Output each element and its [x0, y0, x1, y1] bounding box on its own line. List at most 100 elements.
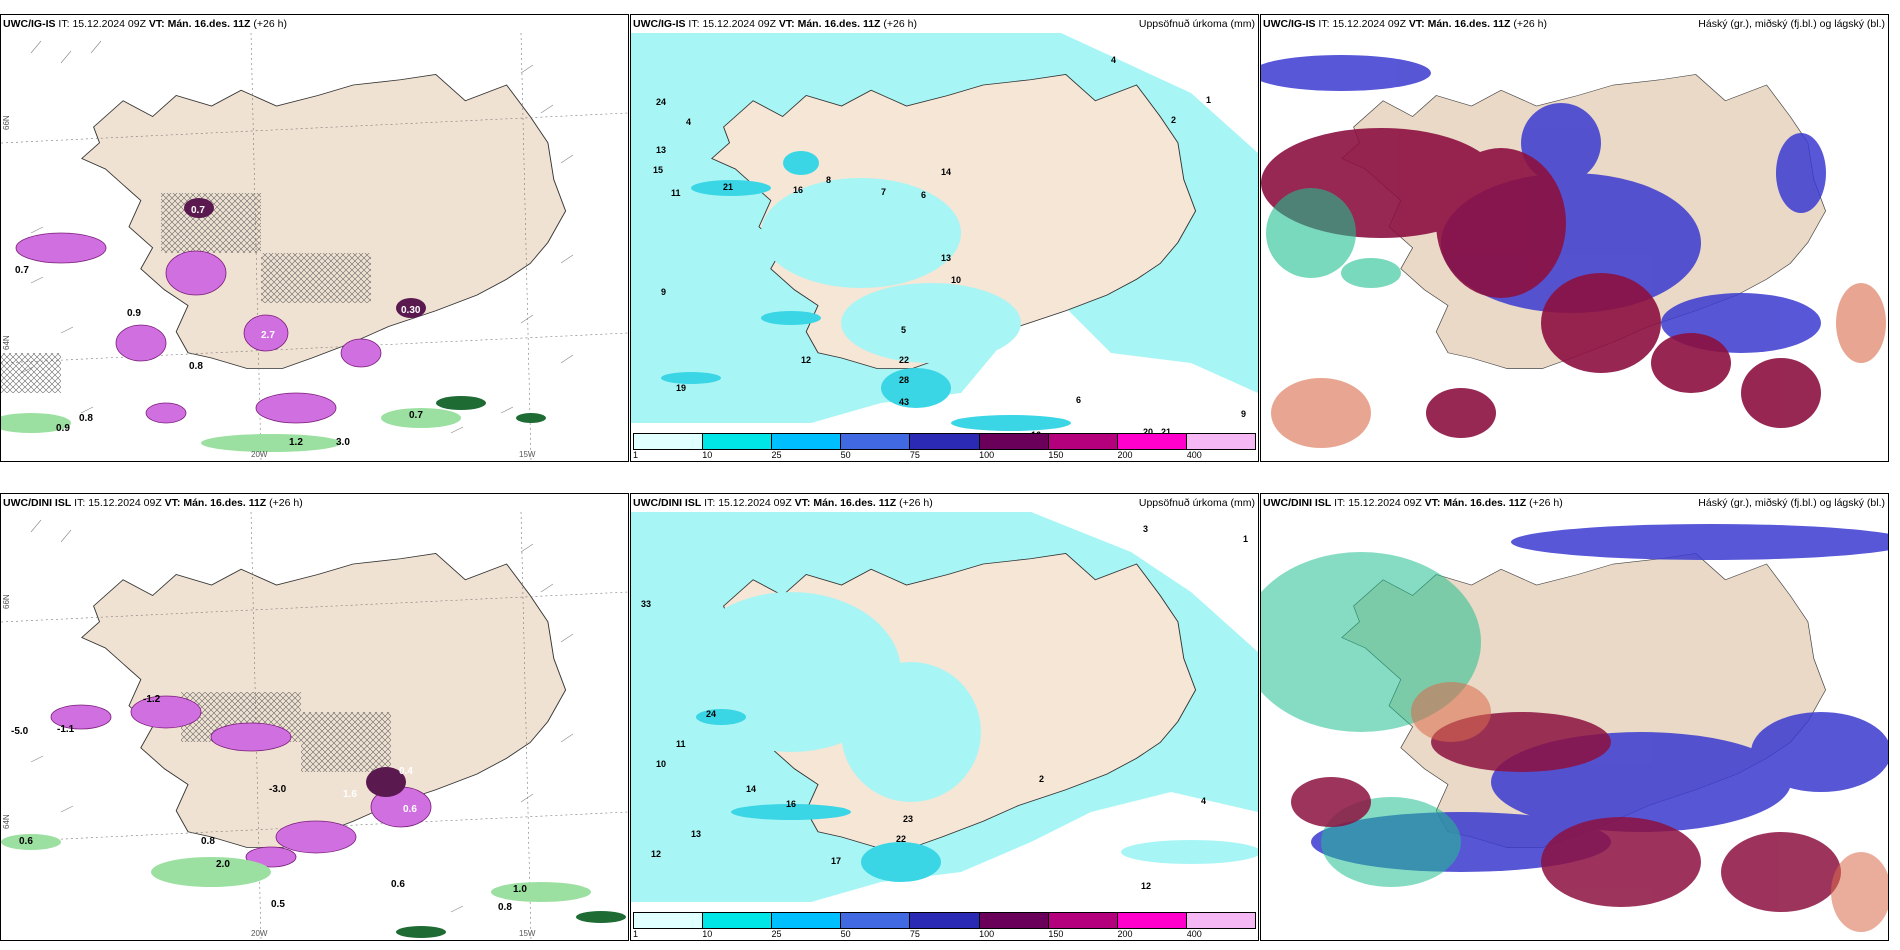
legend-tick: 150 [1048, 450, 1064, 460]
value-label: -1.1 [57, 724, 75, 735]
legend-tick: 200 [1117, 450, 1133, 460]
value-label: 12 [801, 355, 811, 365]
lon-label: 20W [251, 929, 268, 938]
temp-map-bottom: -5.0 -1.1 -1.2 0.6 0.8 2.0 0.5 0.6 1.0 0… [1, 512, 628, 940]
value-label: 10 [656, 759, 666, 769]
value-label: 0.6 [403, 804, 417, 815]
legend-swatch [841, 434, 911, 449]
value-label: 9 [1241, 409, 1246, 419]
value-label: 0.8 [79, 413, 93, 424]
panel-header: UWC/DINI ISL IT: 15.12.2024 09Z VT: Mán.… [1263, 497, 1563, 509]
legend-swatch [910, 434, 980, 449]
panel-header: UWC/IG-IS IT: 15.12.2024 09Z VT: Mán. 16… [633, 18, 917, 30]
panel-title: Háský (gr.), miðský (fj.bl.) og lágský (… [1698, 18, 1885, 30]
value-label: 4 [686, 117, 691, 127]
panel-header: UWC/IG-IS IT: 15.12.2024 09Z VT: Mán. 16… [1263, 18, 1547, 30]
panel-cloud-bottom: UWC/DINI ISL IT: 15.12.2024 09Z VT: Mán.… [1260, 493, 1889, 941]
panel-title: Uppsöfnuð úrkoma (mm) [1138, 497, 1255, 509]
value-label: 5 [901, 325, 906, 335]
lat-label: 64N [2, 814, 11, 829]
value-label: 0.4 [399, 766, 413, 777]
precip-map-bottom: 33 24 11 10 12 13 14 16 17 23 22 12 2 4 … [631, 512, 1258, 912]
legend-tick: 50 [840, 929, 851, 939]
value-label: 8 [826, 175, 831, 185]
value-label: 16 [793, 185, 803, 195]
value-label: 13 [691, 829, 701, 839]
panel-temp-top: UWC/IG-IS IT: 15.12.2024 09Z VT: Mán. 16… [0, 14, 629, 462]
value-label: -1.2 [143, 694, 161, 705]
value-label: 14 [941, 167, 951, 177]
value-label: 3.0 [336, 437, 350, 448]
legend-swatch [1048, 913, 1118, 928]
value-label: 0.7 [409, 410, 423, 421]
value-label: 6 [921, 190, 926, 200]
value-label: 22 [899, 355, 909, 365]
legend-tick: 100 [979, 929, 995, 939]
value-label: 2.7 [261, 330, 275, 341]
value-label: 2 [1171, 115, 1176, 125]
value-label: 33 [641, 599, 651, 609]
legend-tick: 1 [633, 929, 639, 939]
value-label: 28 [899, 375, 909, 385]
value-label: 21 [723, 182, 733, 192]
panel-temp-bottom: UWC/DINI ISL IT: 15.12.2024 09Z VT: Mán.… [0, 493, 629, 941]
value-label: 1.6 [343, 789, 357, 800]
value-label: 2 [1039, 774, 1044, 784]
cloud-map-top [1261, 33, 1888, 461]
legend-swatch [841, 913, 911, 928]
legend-tick: 10 [702, 929, 713, 939]
cloud-map-bottom [1261, 512, 1888, 940]
lon-label: 15W [519, 929, 536, 938]
value-label: 11 [676, 739, 686, 749]
legend-swatch [910, 913, 980, 928]
precip-map-top: 24 4 13 15 11 21 16 8 7 6 14 10 13 9 5 1… [631, 33, 1258, 433]
lon-label: 15W [519, 450, 536, 459]
value-label: 14 [746, 784, 756, 794]
value-label: 17 [831, 856, 841, 866]
legend-tick: 75 [909, 929, 920, 939]
value-label: 12 [651, 849, 661, 859]
lon-label: 20W [251, 450, 268, 459]
legend-swatch [772, 913, 842, 928]
value-label: 20 [1143, 427, 1153, 433]
value-label: 24 [706, 709, 716, 719]
legend-tick: 50 [840, 450, 851, 460]
value-label: 16 [1031, 430, 1041, 433]
value-label: 1.0 [513, 884, 527, 895]
legend-swatch [1117, 434, 1187, 449]
panel-cloud-top: UWC/IG-IS IT: 15.12.2024 09Z VT: Mán. 16… [1260, 14, 1889, 462]
value-label: 13 [941, 253, 951, 263]
legend-swatch [979, 913, 1049, 928]
value-label: 15 [653, 165, 663, 175]
value-label: 1 [1206, 95, 1211, 105]
lat-label: 66N [2, 115, 11, 130]
value-label: -5.0 [11, 726, 29, 737]
value-label: 24 [656, 97, 666, 107]
value-label: 22 [896, 834, 906, 844]
value-label: 0.6 [19, 836, 33, 847]
legend-swatch [1186, 434, 1255, 449]
value-label: 0.9 [127, 308, 141, 319]
legend-swatch [1186, 913, 1255, 928]
legend-tick: 10 [702, 450, 713, 460]
value-label: 23 [903, 814, 913, 824]
panel-header: UWC/DINI ISL IT: 15.12.2024 09Z VT: Mán.… [3, 497, 303, 509]
value-label: 0.7 [15, 265, 29, 276]
legend-swatch [634, 913, 704, 928]
legend-swatch [703, 913, 773, 928]
value-label: 7 [881, 187, 886, 197]
legend-swatch [634, 434, 704, 449]
legend-swatch [1117, 913, 1187, 928]
value-label: 43 [899, 397, 909, 407]
panel-precip-bottom: UWC/DINI ISL IT: 15.12.2024 09Z VT: Mán.… [630, 493, 1259, 941]
panel-header: UWC/DINI ISL IT: 15.12.2024 09Z VT: Mán.… [633, 497, 933, 509]
value-label: 0.9 [56, 423, 70, 434]
value-label: 21 [1161, 427, 1171, 433]
panel-title: Uppsöfnuð úrkoma (mm) [1138, 18, 1255, 30]
value-label: 0.8 [498, 902, 512, 913]
value-label: 0.30 [401, 305, 421, 316]
value-label: 9 [661, 287, 666, 297]
temp-map-top: 0.7 2.7 0.30 0.7 0.9 0.8 0.7 1.2 3.0 0.8… [1, 33, 628, 461]
value-label: 0.8 [201, 836, 215, 847]
value-label: 4 [1111, 55, 1116, 65]
